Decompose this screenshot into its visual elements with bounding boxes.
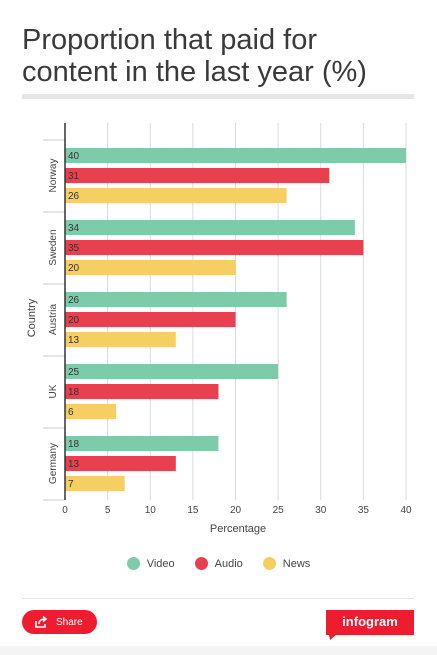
bar-video — [65, 148, 406, 163]
bar-video — [65, 364, 279, 379]
bar-value-label: 20 — [68, 263, 80, 274]
bar-value-label: 18 — [68, 387, 80, 398]
legend-swatch-audio — [194, 557, 208, 570]
category-label: Austria — [48, 304, 59, 336]
legend-item-news[interactable]: News — [262, 557, 311, 570]
bar-audio — [65, 312, 236, 327]
bar-value-label: 25 — [68, 367, 80, 378]
bar-value-label: 35 — [68, 243, 80, 254]
legend-swatch-news — [262, 557, 276, 570]
bar-value-label: 13 — [68, 459, 80, 470]
bar-news — [65, 260, 236, 275]
bar-audio — [65, 456, 176, 471]
share-icon — [35, 615, 48, 628]
legend-swatch-video — [126, 557, 140, 570]
legend-label-video: Video — [146, 557, 175, 570]
title-divider — [22, 94, 414, 99]
bar-value-label: 7 — [68, 479, 74, 490]
bar-value-label: 31 — [68, 171, 80, 182]
bar-value-label: 20 — [68, 315, 80, 326]
legend-item-video[interactable]: Video — [126, 557, 175, 570]
category-label: Sweden — [48, 229, 59, 265]
share-button[interactable]: Share — [22, 610, 97, 634]
x-axis-title: Percentage — [210, 523, 266, 535]
x-tick-label: 20 — [230, 505, 242, 516]
chart-title: Proportion that paid for content in the … — [22, 24, 367, 88]
legend-label-audio: Audio — [214, 557, 243, 570]
x-tick-label: 35 — [358, 505, 370, 516]
infogram-logo[interactable]: infogram — [326, 610, 414, 640]
legend-item-audio[interactable]: Audio — [194, 557, 243, 570]
infogram-logo-text: infogram — [342, 614, 398, 629]
bar-audio — [65, 384, 219, 399]
legend: Video Audio News — [0, 557, 437, 570]
bar-value-label: 13 — [68, 335, 80, 346]
bar-video — [65, 436, 219, 451]
bar-value-label: 26 — [68, 295, 80, 306]
bar-news — [65, 404, 117, 419]
infogram-logo-shape — [326, 610, 414, 640]
bar-news — [65, 188, 287, 203]
share-label: Share — [56, 616, 83, 628]
bottom-strip — [0, 646, 437, 655]
x-tick-label: 25 — [273, 505, 285, 516]
category-label: UK — [48, 384, 59, 398]
bar-value-label: 26 — [68, 191, 80, 202]
y-axis-title: Country — [26, 298, 38, 337]
category-label: Germany — [48, 443, 59, 484]
footer-divider — [22, 598, 414, 599]
x-tick-label: 40 — [400, 505, 412, 516]
bar-audio — [65, 168, 330, 183]
x-tick-label: 30 — [315, 505, 327, 516]
x-tick-label: 10 — [145, 505, 157, 516]
legend-label-news: News — [282, 557, 311, 570]
x-tick-label: 15 — [187, 505, 199, 516]
category-label: Norway — [48, 159, 59, 193]
bar-video — [65, 292, 287, 307]
bar-video — [65, 220, 355, 235]
bar-news — [65, 332, 176, 347]
bar-value-label: 40 — [68, 151, 80, 162]
bar-value-label: 34 — [68, 223, 80, 234]
x-tick-label: 5 — [105, 505, 111, 516]
bar-audio — [65, 240, 364, 255]
bar-value-label: 18 — [68, 439, 80, 450]
x-tick-label: 0 — [62, 505, 68, 516]
bar-news — [65, 476, 125, 491]
bar-chart: 0 5 10 15 20 25 30 35 40 40 31 26 Norway 34 35 20 Sweden… — [26, 123, 412, 535]
bar-value-label: 6 — [68, 407, 74, 418]
